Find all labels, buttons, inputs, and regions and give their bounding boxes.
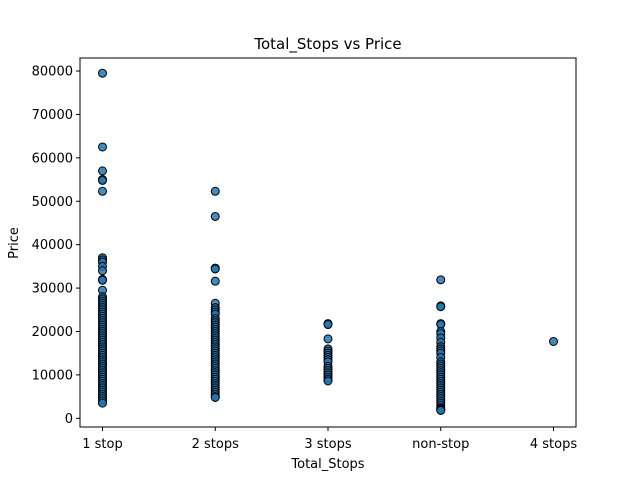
data-point <box>98 398 107 408</box>
y-axis: 0 10000 20000 30000 40000 50000 60000 70000 8000… <box>32 65 80 427</box>
data-point <box>98 142 107 152</box>
data-point <box>98 68 107 78</box>
y-tick-label: 70000 <box>32 108 73 123</box>
x-tick-label: 2 stops <box>192 437 239 452</box>
x-axis-label: Total_Stops <box>290 457 364 472</box>
data-point <box>323 320 333 330</box>
data-point <box>98 275 107 285</box>
x-tick-label: 1 stop <box>82 437 122 452</box>
data-point <box>549 336 558 346</box>
y-tick-label: 80000 <box>32 65 73 80</box>
x-tick-label: 4 stops <box>530 437 577 452</box>
x-axis: 1 stop 2 stops 3 stops non-stop 4 stops <box>82 427 577 452</box>
data-point <box>323 334 333 344</box>
data-point <box>210 186 220 196</box>
data-point <box>210 264 220 274</box>
data-point <box>436 302 446 312</box>
data-point <box>98 186 107 196</box>
data-point <box>210 392 220 402</box>
y-tick-label: 20000 <box>32 325 73 340</box>
data-point <box>323 376 333 386</box>
y-tick-label: 50000 <box>32 195 73 210</box>
data-points <box>98 68 558 416</box>
data-point <box>98 175 107 185</box>
data-point <box>98 166 107 176</box>
y-axis-label: Price <box>7 227 22 259</box>
y-tick-label: 0 <box>65 412 73 427</box>
y-tick-label: 40000 <box>32 238 73 253</box>
data-point <box>210 276 220 286</box>
y-tick-label: 10000 <box>32 368 73 383</box>
x-tick-label: 3 stops <box>304 437 351 452</box>
y-tick-label: 30000 <box>32 282 73 297</box>
data-point <box>98 266 107 276</box>
data-point <box>210 211 220 221</box>
x-tick-label: non-stop <box>412 437 469 452</box>
data-point <box>436 275 446 285</box>
chart-title: Total_Stops vs Price <box>253 35 401 54</box>
data-point <box>436 406 446 416</box>
y-tick-label: 60000 <box>32 151 73 166</box>
